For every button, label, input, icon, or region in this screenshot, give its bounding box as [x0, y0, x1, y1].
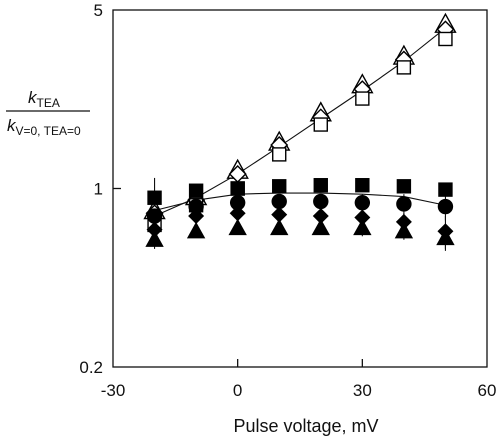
x-tick-label: 0: [233, 381, 242, 400]
y-title-numerator-main: k: [28, 88, 38, 107]
data-point-circle-filled: [437, 198, 454, 215]
data-point-circle-filled: [313, 193, 329, 210]
plot-frame: [112, 9, 488, 368]
x-tick-label: 30: [353, 381, 372, 400]
data-point-square-open: [313, 117, 328, 132]
data-point-square-filled: [355, 178, 370, 193]
x-tick-label: 60: [478, 381, 497, 400]
data-point-circle-filled: [396, 196, 412, 212]
data-point-triangle-filled: [270, 218, 289, 236]
y-title-numerator: kTEA: [28, 88, 60, 110]
data-point-circle-filled: [354, 194, 371, 211]
data-point-square-filled: [188, 183, 204, 198]
data-point-square-filled: [230, 181, 245, 196]
data-point-triangle-filled: [311, 218, 330, 236]
data-point-triangle-filled: [145, 230, 164, 247]
y-title-denominator-main: k: [7, 116, 17, 135]
data-point-square-filled: [272, 179, 287, 194]
data-point-diamond-open: [228, 164, 247, 183]
y-title-numerator-sub: TEA: [37, 96, 60, 110]
data-point-square-filled: [438, 182, 453, 197]
x-axis-ticks: -30 0 30 60: [101, 359, 497, 400]
data-point-square-open: [438, 31, 453, 47]
y-title-denominator-sub: V=0, TEA=0: [16, 124, 81, 138]
data-point-triangle-filled: [394, 221, 414, 239]
data-point-square-open: [396, 60, 412, 75]
x-axis-title: Pulse voltage, mV: [233, 416, 378, 436]
data-point-triangle-filled: [436, 228, 455, 246]
data-point-square-filled: [147, 190, 162, 205]
data-point-square-open: [355, 91, 370, 106]
data-point-square-filled: [313, 178, 328, 193]
x-tick-label: -30: [101, 381, 126, 400]
y-axis-title: kTEA kV=0, TEA=0: [6, 88, 90, 138]
data-point-circle-filled: [146, 208, 163, 224]
data-point-triangle-filled: [353, 218, 372, 236]
y-tick-label: 1: [94, 180, 103, 199]
data-markers: [143, 12, 457, 247]
y-tick-label: 0.2: [79, 358, 103, 377]
data-point-square-filled: [396, 179, 412, 194]
data-point-triangle-filled: [228, 218, 247, 236]
y-tick-label: 5: [94, 1, 103, 20]
y-title-denominator: kV=0, TEA=0: [7, 116, 81, 138]
data-point-square-open: [272, 147, 287, 162]
data-point-triangle-filled: [186, 221, 206, 239]
data-point-circle-filled: [271, 193, 287, 210]
y-axis-ticks: 0.2 1 5: [79, 1, 121, 377]
